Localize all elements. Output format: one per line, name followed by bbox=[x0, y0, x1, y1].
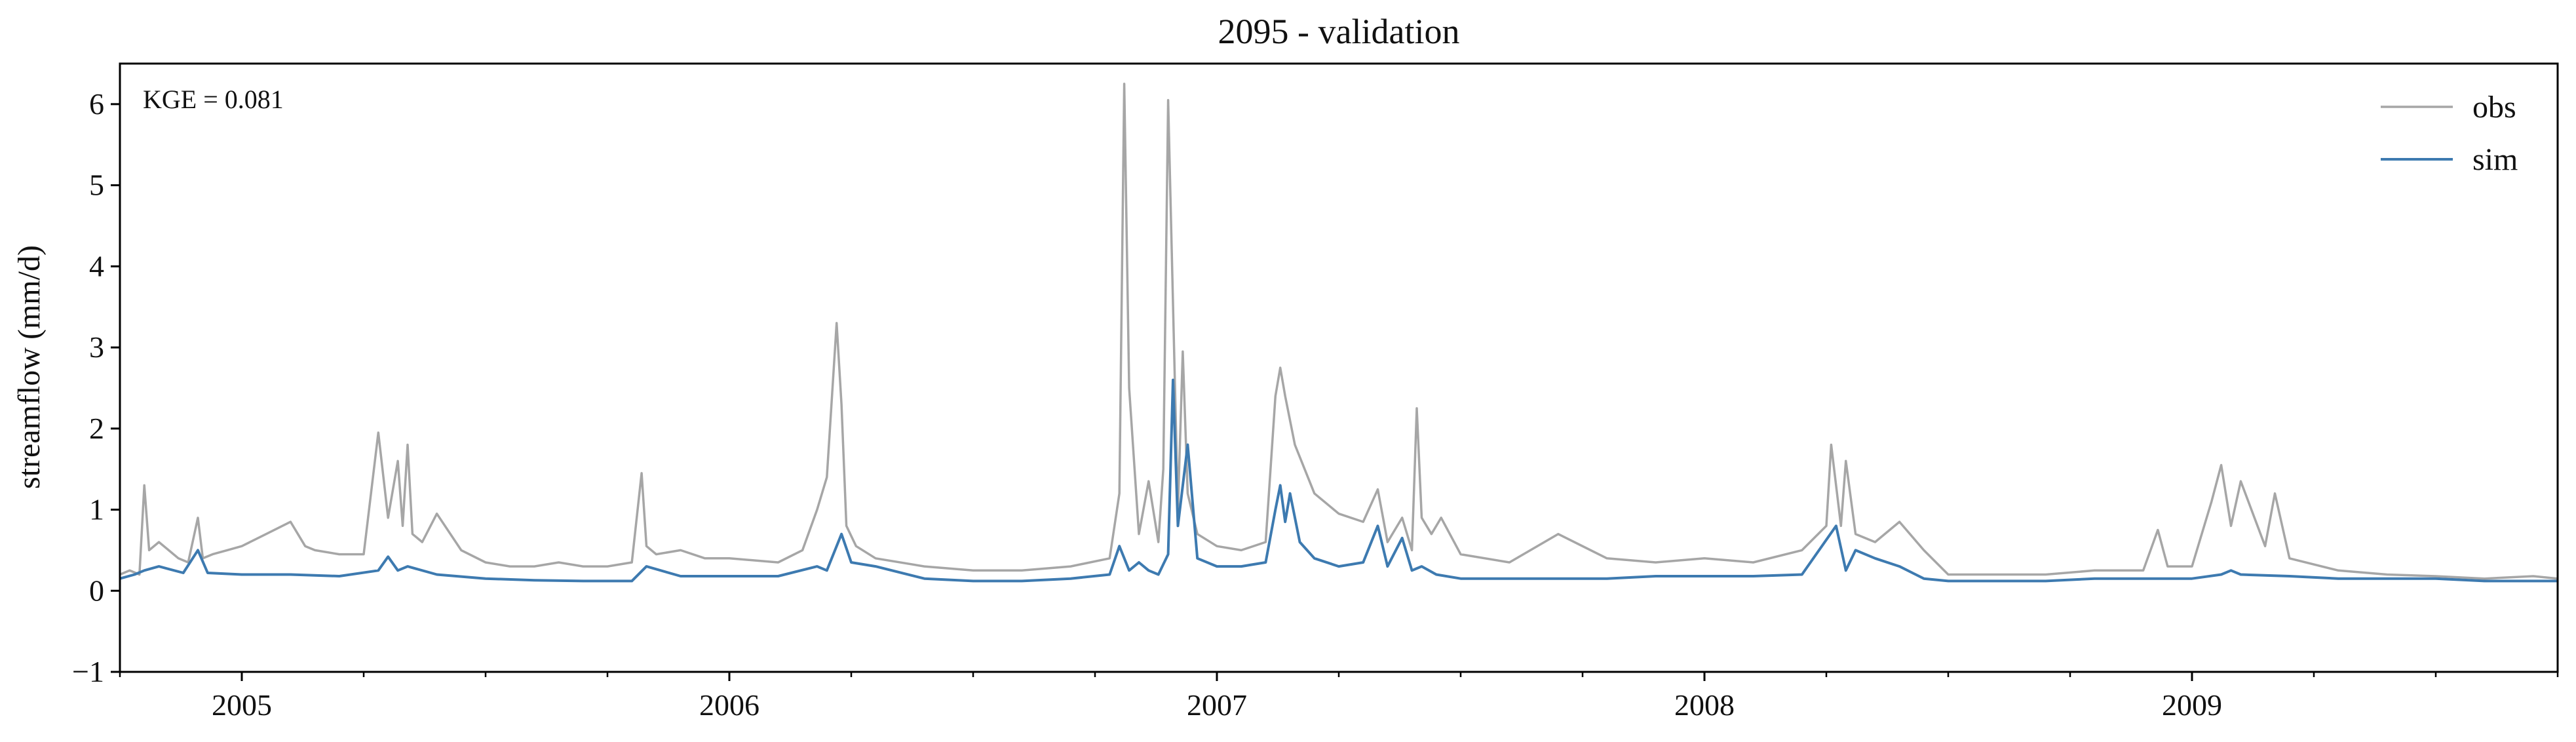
y-tick-label: 3 bbox=[89, 330, 104, 364]
y-tick-label: 5 bbox=[89, 168, 104, 202]
x-tick-label: 2005 bbox=[212, 688, 272, 722]
x-tick-label: 2008 bbox=[1674, 688, 1735, 722]
y-tick-label: 2 bbox=[89, 412, 104, 445]
x-axis: 2005 2006 2007 2008 2009 bbox=[119, 672, 2559, 722]
x-tick-label: 2009 bbox=[2162, 688, 2222, 722]
legend-label-obs: obs bbox=[2472, 90, 2516, 125]
y-tick-label: 6 bbox=[89, 87, 104, 121]
kge-annotation: KGE = 0.081 bbox=[143, 85, 284, 114]
y-tick-label: 0 bbox=[89, 574, 104, 607]
plot-frame bbox=[119, 62, 2559, 673]
y-tick-label: 4 bbox=[89, 249, 104, 283]
legend: obs sim bbox=[2381, 90, 2518, 177]
y-tick-label: −1 bbox=[72, 655, 104, 688]
series-line-obs bbox=[119, 83, 2558, 580]
y-axis: −1 0 1 2 3 4 5 6 bbox=[72, 87, 120, 688]
y-axis-label: streamflow (mm/d) bbox=[12, 245, 47, 489]
x-tick-label: 2007 bbox=[1187, 688, 1247, 722]
x-tick-label: 2006 bbox=[699, 688, 759, 722]
chart-title: 2095 - validation bbox=[1218, 12, 1460, 51]
plot-lines bbox=[119, 83, 2558, 583]
legend-label-sim: sim bbox=[2472, 142, 2518, 177]
series-line-sim bbox=[119, 378, 2558, 583]
y-tick-label: 1 bbox=[89, 493, 104, 526]
